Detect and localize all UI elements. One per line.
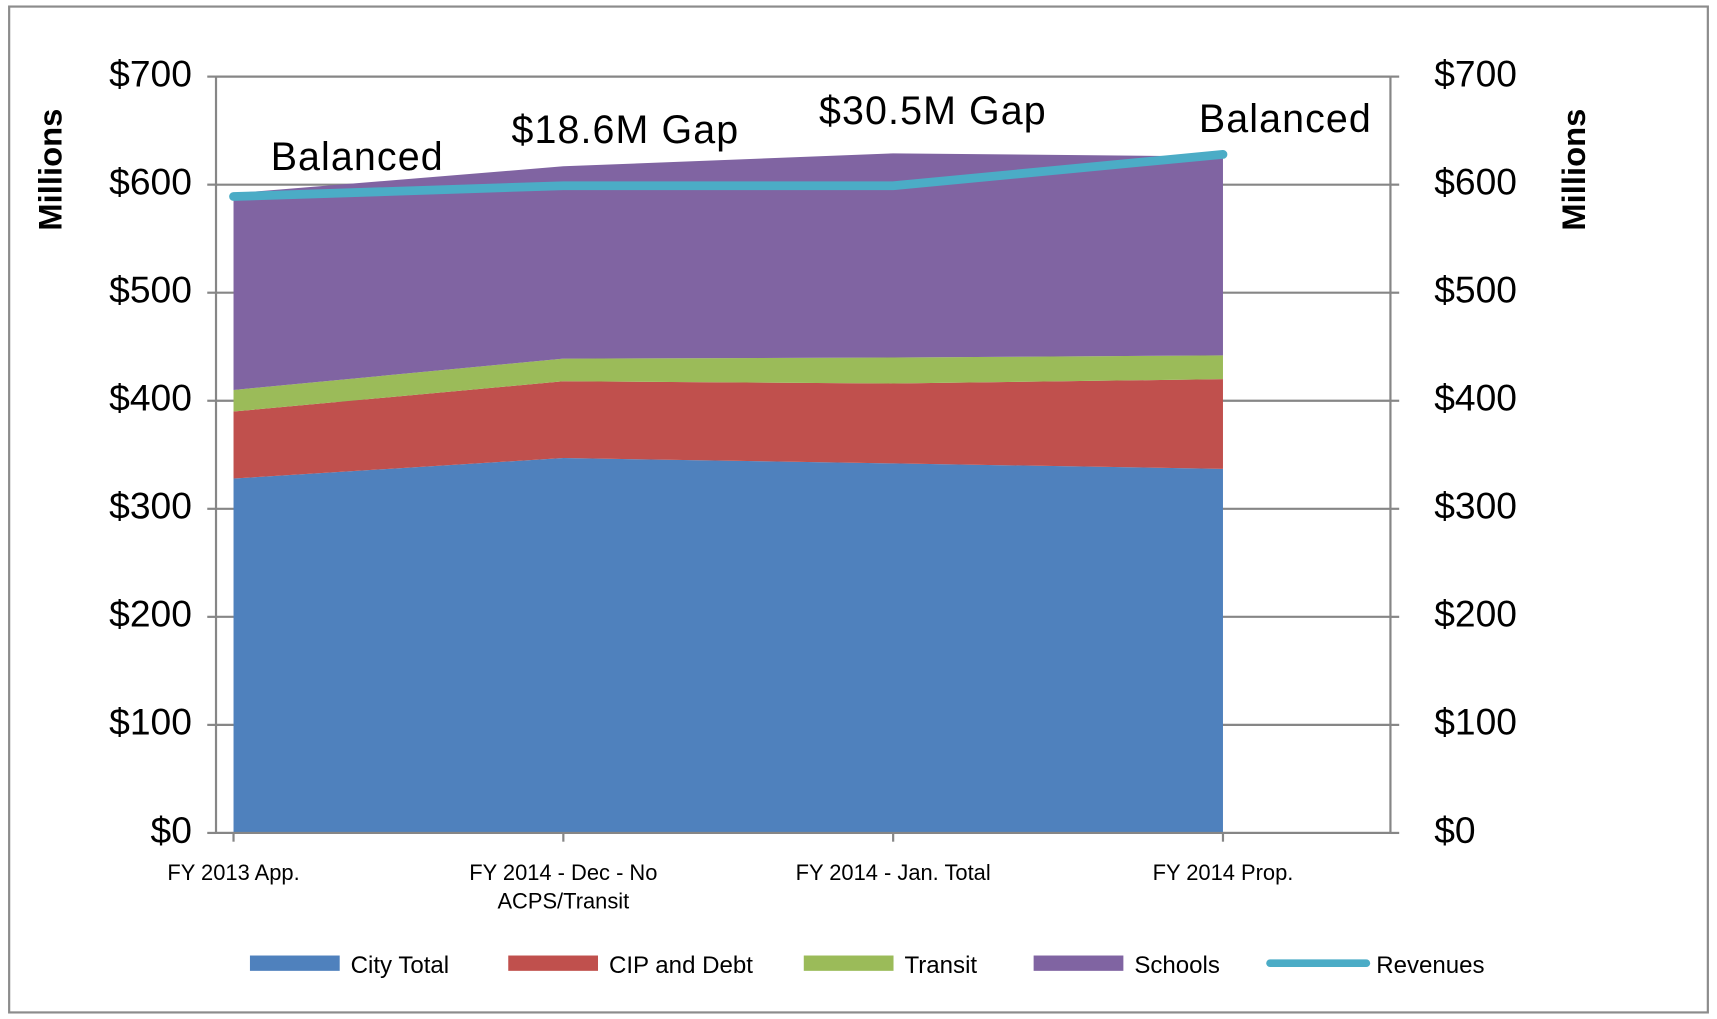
legend-swatch (508, 955, 599, 971)
legend-label: CIP and Debt (609, 952, 753, 979)
legend-label: Transit (904, 952, 977, 979)
y2-axis-label: Millions (1555, 109, 1592, 231)
y-tick-label: $500 (109, 269, 192, 311)
y-tick-label: $700 (109, 52, 192, 94)
y-tick-label: $600 (109, 160, 192, 202)
x-tick-label: FY 2014 - Dec - No ACPS/Transit (469, 861, 658, 914)
annotation: Balanced (271, 135, 444, 179)
x-tick-label: FY 2014 Prop. (1152, 861, 1294, 886)
y-tick-label: $200 (109, 593, 192, 635)
y-tick-label: $100 (109, 701, 192, 743)
legend-swatch (803, 955, 894, 971)
legend-label: Schools (1134, 952, 1220, 979)
y-axis-label: Millions (32, 109, 69, 231)
legend-swatch (249, 955, 340, 971)
y-tick-label: $0 (151, 809, 192, 851)
y2-tick-label: $700 (1434, 52, 1517, 94)
legend-label: Revenues (1376, 952, 1484, 979)
y-tick-label: $300 (109, 485, 192, 527)
x-tick-label: FY 2014 - Jan. Total (795, 861, 991, 886)
x-tick-label: FY 2013 App. (167, 861, 300, 886)
x-tick-label-box: FY 2013 App. (167, 861, 300, 886)
y2-tick-label: $500 (1434, 269, 1517, 311)
legend-swatch (1033, 955, 1124, 971)
line (229, 150, 1228, 201)
y2-tick-label: $400 (1434, 377, 1517, 419)
area (233, 153, 1223, 390)
y2-tick-label: $600 (1434, 160, 1517, 202)
x-tick-label-box: FY 2014 - Dec - No ACPS/Transit (469, 861, 658, 914)
area (233, 379, 1223, 479)
y2-tick-label: $0 (1434, 809, 1475, 851)
x-tick-label-box: FY 2014 - Jan. Total (795, 861, 991, 886)
x-tick-label-box: FY 2014 Prop. (1152, 861, 1294, 886)
y2-tick-label: $300 (1434, 485, 1517, 527)
y-tick-label: $400 (109, 377, 192, 419)
legend-label: City Total (351, 952, 450, 979)
y2-tick-label: $100 (1434, 701, 1517, 743)
annotation: Balanced (1199, 97, 1372, 141)
annotation: $30.5M Gap (819, 89, 1047, 133)
area (233, 355, 1223, 412)
y2-tick-label: $200 (1434, 593, 1517, 635)
area (233, 458, 1223, 833)
annotation: $18.6M Gap (511, 108, 739, 152)
